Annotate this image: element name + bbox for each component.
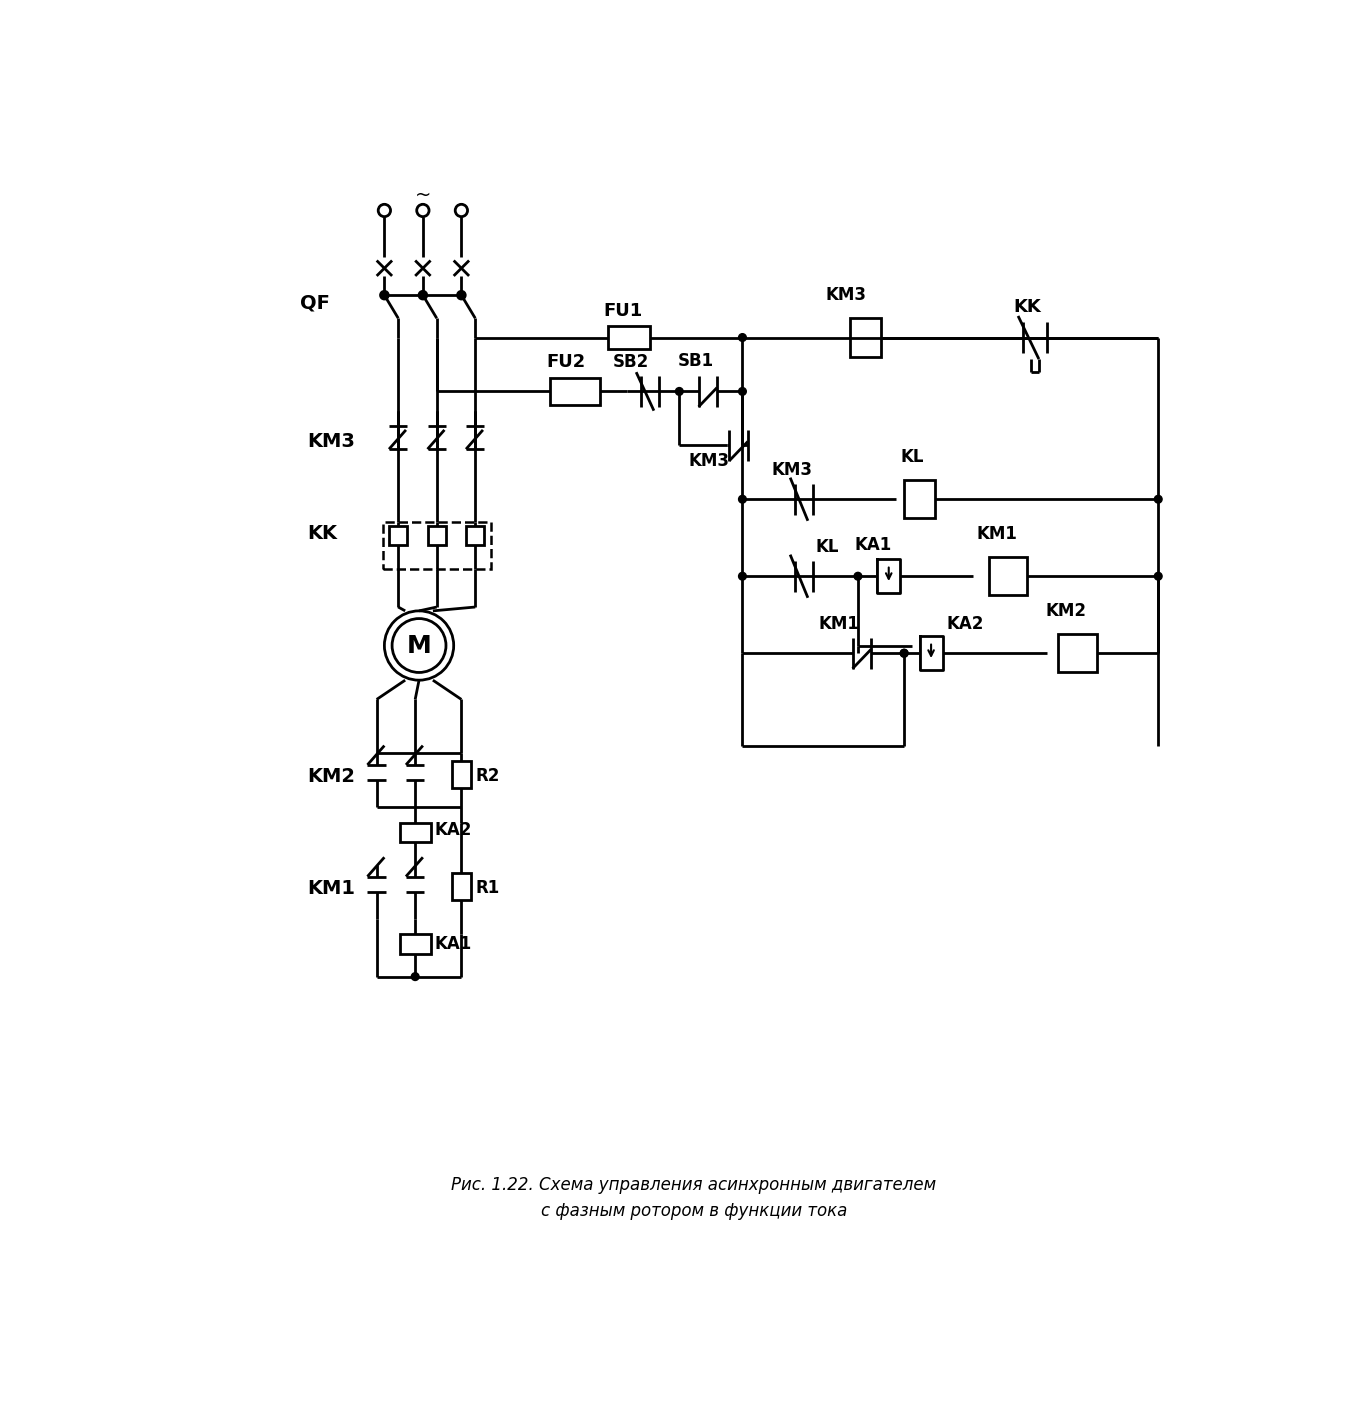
Bar [1057,635,1097,672]
Bar [399,822,431,842]
Bar [452,873,471,899]
Bar [608,326,650,349]
Circle shape [676,388,684,395]
Text: KM3: KM3 [307,432,355,451]
Circle shape [412,972,418,981]
Bar [428,527,445,545]
Text: KM3: KM3 [689,451,730,469]
Bar [850,318,881,357]
Text: FU1: FU1 [604,301,643,319]
Text: FU2: FU2 [546,353,585,371]
Text: KM1: KM1 [976,525,1017,542]
Circle shape [738,333,746,342]
Text: KM2: KM2 [307,766,355,786]
Text: KA2: KA2 [435,821,471,839]
Circle shape [418,291,427,298]
Text: KA1: KA1 [435,936,471,953]
Circle shape [738,573,746,580]
Polygon shape [919,636,942,670]
Circle shape [900,650,909,657]
Bar [988,558,1028,595]
Bar [452,761,471,787]
Text: KM3: KM3 [772,461,812,479]
Text: KK: KK [1013,298,1041,315]
Circle shape [1155,573,1162,580]
Text: M: M [406,633,432,657]
Text: R2: R2 [475,768,500,786]
Bar [399,934,431,954]
Text: ~: ~ [414,185,431,205]
Text: SB1: SB1 [678,352,715,370]
Text: QF: QF [299,293,329,312]
Bar [389,527,408,545]
Text: с фазным ротором в функции тока: с фазным ротором в функции тока [540,1202,848,1220]
Text: KM1: KM1 [307,878,355,898]
Text: KL: KL [815,538,839,556]
Bar [550,378,600,405]
Text: Рис. 1.22. Схема управления асинхронным двигателем: Рис. 1.22. Схема управления асинхронным … [451,1175,937,1194]
Circle shape [854,573,861,580]
Bar [383,523,490,569]
Circle shape [1155,496,1162,503]
Text: KM1: KM1 [818,615,860,633]
Bar [904,481,934,518]
Text: KA2: KA2 [946,615,984,633]
Polygon shape [877,559,900,593]
Circle shape [458,291,466,298]
Text: KM2: KM2 [1045,602,1086,619]
Text: R1: R1 [475,878,500,897]
Circle shape [738,388,746,395]
Text: KM3: KM3 [826,286,867,304]
Circle shape [900,650,909,657]
Text: SB2: SB2 [612,353,649,371]
Bar [466,527,485,545]
Circle shape [380,291,389,298]
Text: KK: KK [307,524,337,544]
Circle shape [738,496,746,503]
Text: KL: KL [900,448,923,467]
Text: KA1: KA1 [854,537,892,555]
